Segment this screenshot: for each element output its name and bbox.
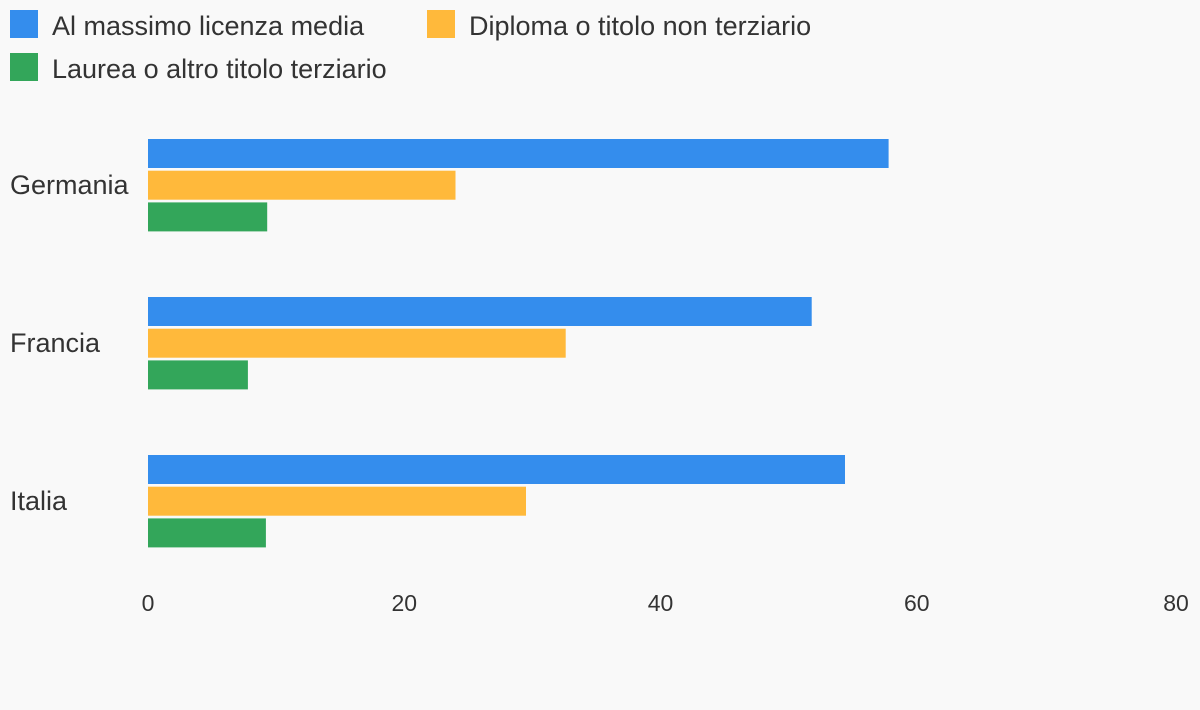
bar-francia-laurea-o-altro-titolo-terziario[interactable]	[148, 360, 248, 390]
legend-item-al-massimo-licenza-media[interactable]: Al massimo licenza media	[10, 10, 365, 41]
bar-germania-al-massimo-licenza-media[interactable]	[148, 139, 889, 168]
bar-italia-al-massimo-licenza-media[interactable]	[148, 455, 845, 484]
category-label-germania: Germania	[10, 170, 130, 200]
bar-italia-laurea-o-altro-titolo-terziario[interactable]	[148, 518, 266, 548]
bar-italia-diploma-o-titolo-non-terziario[interactable]	[148, 486, 526, 516]
bar-francia-al-massimo-licenza-media[interactable]	[148, 297, 812, 326]
x-tick-label: 20	[392, 590, 418, 616]
x-axis-ticks: 0 20 40 60 80	[142, 590, 1189, 616]
bars	[148, 139, 889, 548]
category-label-francia: Francia	[10, 328, 101, 358]
legend-item-diploma-o-titolo-non-terziario[interactable]: Diploma o titolo non terziario	[427, 10, 811, 41]
bar-germania-diploma-o-titolo-non-terziario[interactable]	[148, 170, 456, 200]
legend: Al massimo licenza media Diploma o titolo…	[10, 10, 811, 84]
legend-swatch	[10, 10, 38, 38]
legend-label: Laurea o altro titolo terziario	[52, 54, 387, 84]
x-tick-label: 80	[1163, 590, 1189, 616]
x-tick-label: 60	[904, 590, 930, 616]
bar-germania-laurea-o-altro-titolo-terziario[interactable]	[148, 202, 268, 232]
legend-label: Diploma o titolo non terziario	[469, 11, 811, 41]
legend-swatch	[427, 10, 455, 38]
legend-label: Al massimo licenza media	[52, 11, 365, 41]
legend-swatch	[10, 53, 38, 81]
x-tick-label: 0	[142, 590, 155, 616]
x-tick-label: 40	[648, 590, 674, 616]
category-label-italia: Italia	[10, 486, 68, 516]
category-labels: Germania Francia Italia	[10, 170, 130, 516]
legend-item-laurea-o-altro-titolo-terziario[interactable]: Laurea o altro titolo terziario	[10, 53, 387, 84]
bar-francia-diploma-o-titolo-non-terziario[interactable]	[148, 328, 566, 358]
